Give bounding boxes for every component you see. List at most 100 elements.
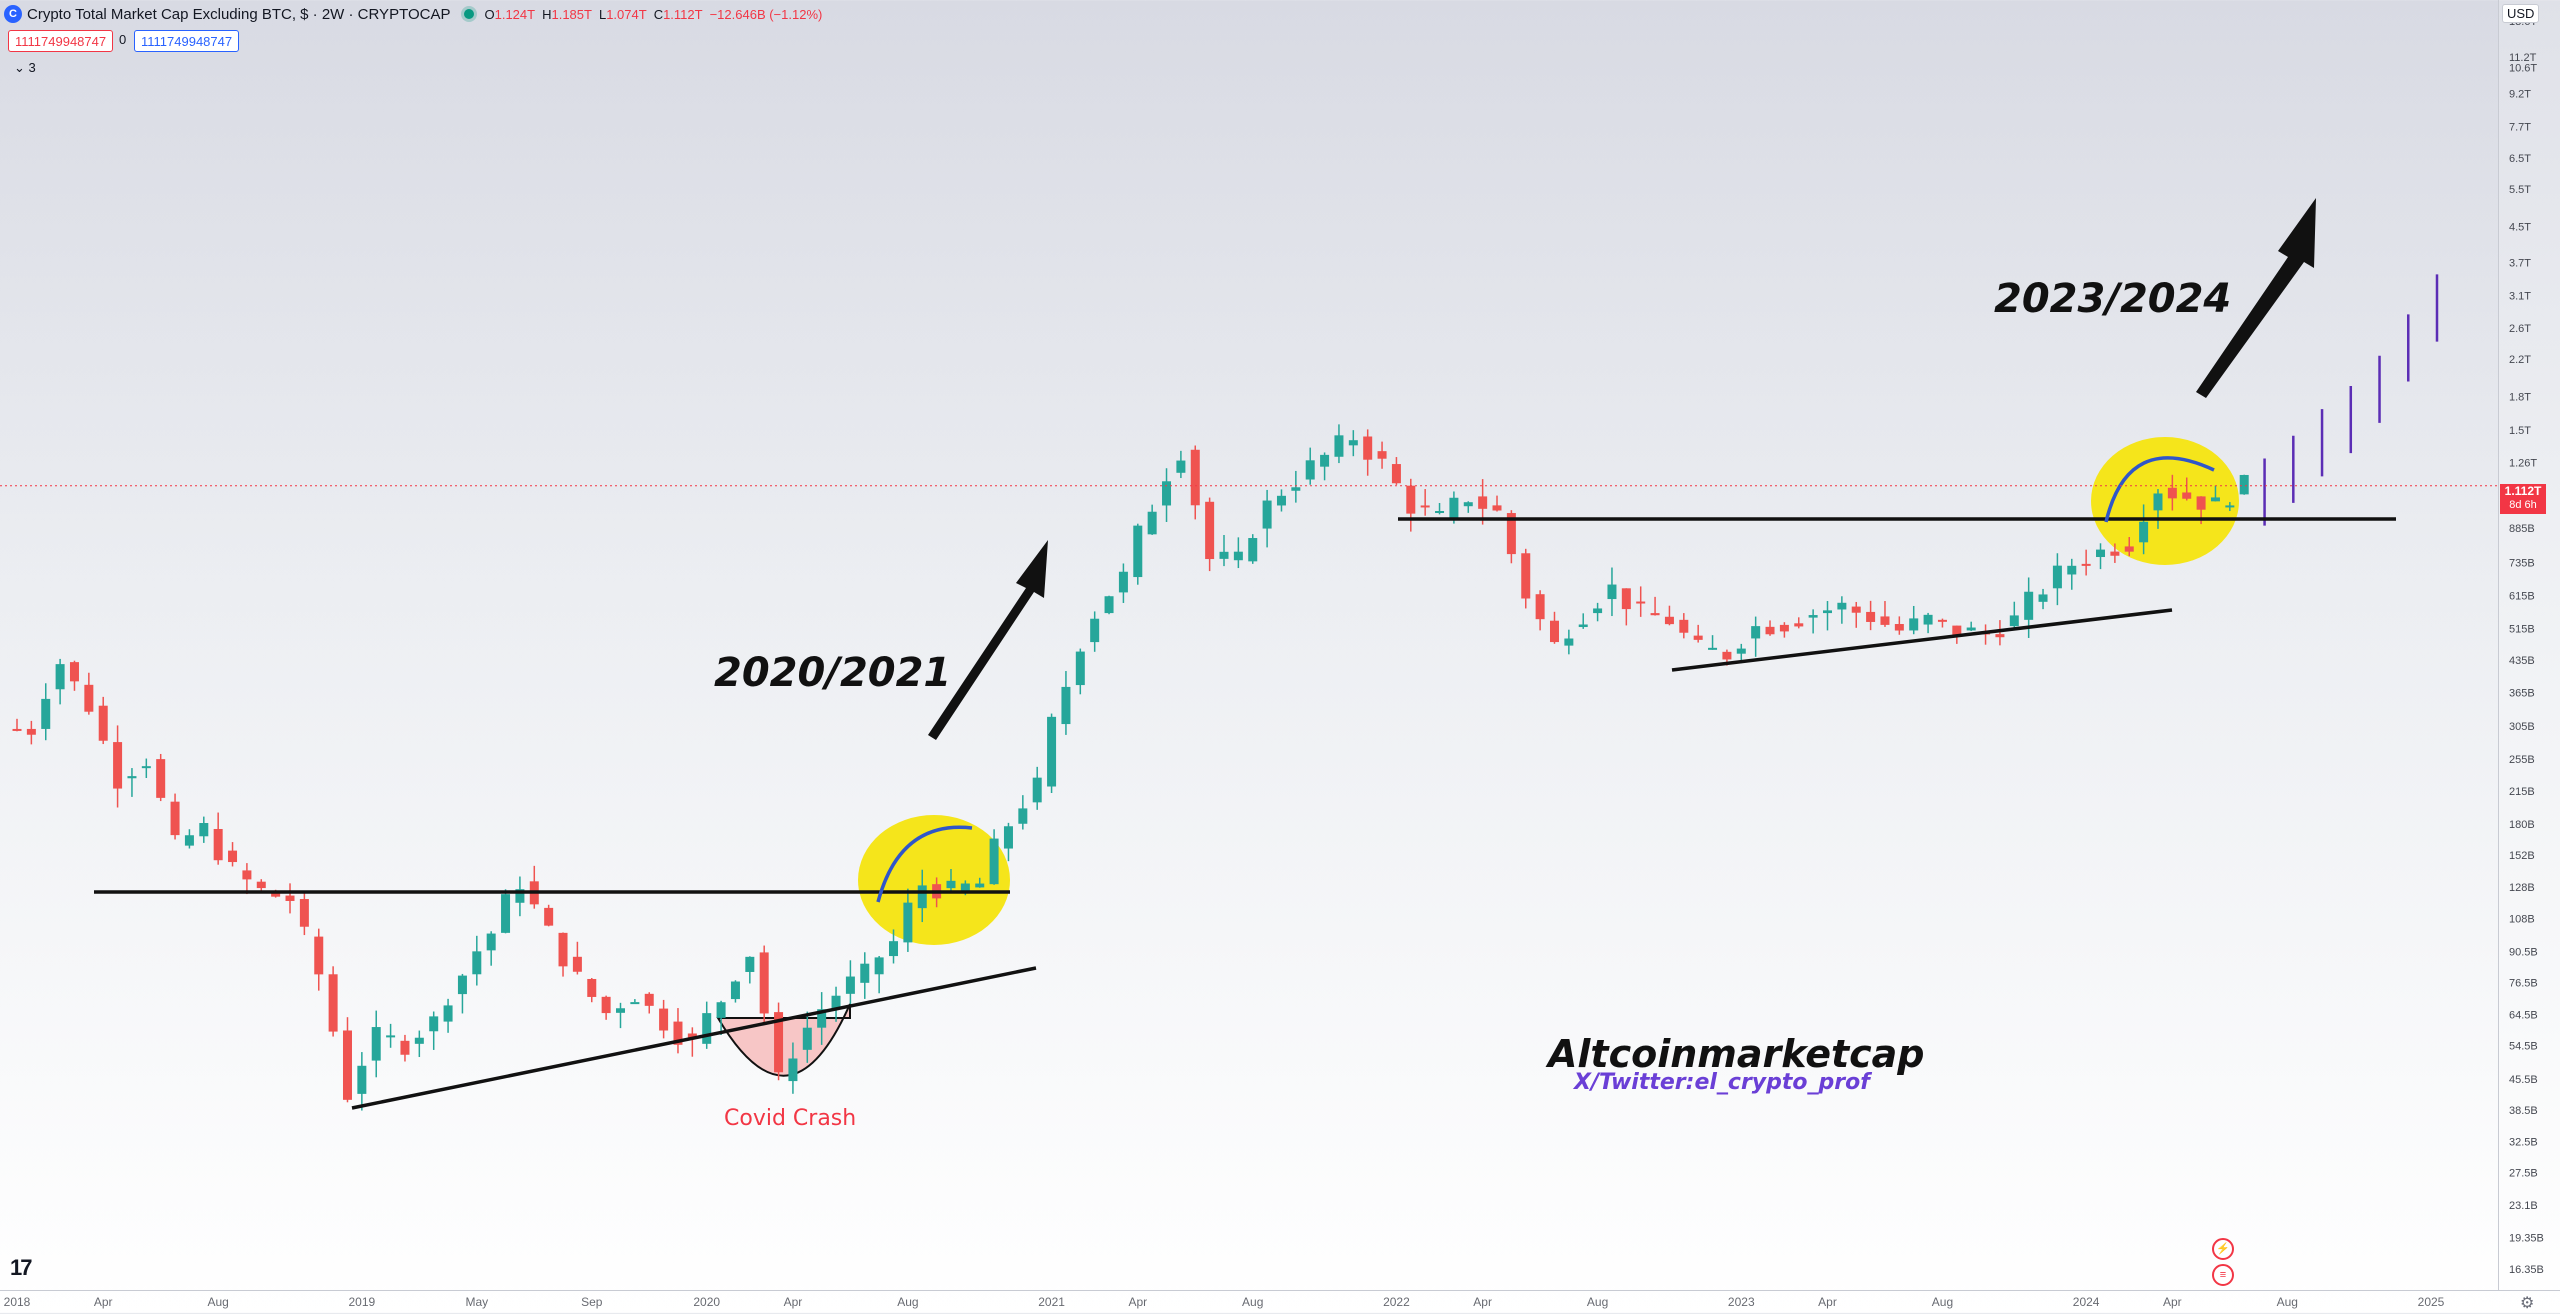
candle-body xyxy=(1664,616,1674,625)
candle-body xyxy=(975,883,985,888)
candle-body xyxy=(1262,500,1272,529)
symbol-title[interactable]: Crypto Total Market Cap Excluding BTC, $… xyxy=(27,5,451,23)
y-tick-label: 108B xyxy=(2509,914,2535,926)
candle-body xyxy=(903,902,913,943)
y-tick-label: 19.35B xyxy=(2509,1233,2544,1245)
tradingview-logo-icon[interactable]: 17 xyxy=(10,1255,33,1280)
y-tick-label: 1.5T xyxy=(2509,425,2531,437)
candle-body xyxy=(400,1040,410,1055)
candle-body xyxy=(1205,501,1215,560)
candle-body xyxy=(371,1027,381,1061)
candle-body xyxy=(98,705,108,741)
candle-body xyxy=(2081,563,2091,566)
candle-body xyxy=(960,883,970,892)
author-handle: X/Twitter:el_crypto_prof xyxy=(1574,1070,1870,1095)
candle-body xyxy=(2038,594,2048,602)
candle-body xyxy=(199,823,209,837)
candle-body xyxy=(2096,549,2106,558)
candle-body xyxy=(1779,624,1789,632)
y-tick-label: 885B xyxy=(2509,523,2535,535)
indicators-toggle[interactable]: ⌄ 3 xyxy=(14,60,36,75)
y-tick-label: 1.8T xyxy=(2509,391,2531,403)
ohlc-values: O1.124T H1.185T L1.074T C1.112T −12.646B (−1… xyxy=(484,7,829,22)
y-tick-label: 435B xyxy=(2509,655,2535,667)
candle-body xyxy=(1233,551,1243,561)
x-tick-label: Apr xyxy=(1818,1295,1837,1309)
candle-body xyxy=(1061,686,1071,725)
candle-body xyxy=(817,1009,827,1028)
x-tick-label: Aug xyxy=(897,1295,918,1309)
candle-body xyxy=(1765,626,1775,635)
y-tick-label: 2.2T xyxy=(2509,354,2531,366)
candle-body xyxy=(41,698,51,729)
x-tick-label: 2023 xyxy=(1728,1295,1755,1309)
highlight-2020 xyxy=(858,815,1010,945)
candle-body xyxy=(1018,808,1028,824)
x-tick-label: Aug xyxy=(1932,1295,1953,1309)
y-tick-label: 128B xyxy=(2509,882,2535,894)
y-tick-label: 45.5B xyxy=(2509,1074,2538,1086)
y-tick-label: 27.5B xyxy=(2509,1167,2538,1179)
y-tick-label: 2.6T xyxy=(2509,323,2531,335)
y-tick-label: 11.2T xyxy=(2509,52,2537,64)
sell-price-button[interactable]: 1111749948747 xyxy=(8,30,114,52)
price-axis[interactable] xyxy=(2498,0,2560,1290)
time-axis[interactable] xyxy=(0,1290,2560,1314)
candle-body xyxy=(1420,505,1430,508)
candle-body xyxy=(1334,435,1344,457)
candle-body xyxy=(917,885,927,909)
candle-body xyxy=(113,742,123,789)
x-tick-label: 2018 xyxy=(4,1295,31,1309)
y-tick-label: 90.5B xyxy=(2509,946,2538,958)
y-tick-label: 64.5B xyxy=(2509,1009,2538,1021)
candle-body xyxy=(1535,594,1545,620)
flag-us-icon[interactable]: ≡ xyxy=(2212,1264,2234,1286)
bar-countdown: 8d 6h xyxy=(2509,499,2537,511)
candle-body xyxy=(831,995,841,1009)
candle-body xyxy=(1391,464,1401,484)
x-tick-label: Aug xyxy=(2277,1295,2298,1309)
ohlc-value: 1.074T xyxy=(606,6,647,22)
candle-body xyxy=(457,975,467,995)
candle-body xyxy=(2067,565,2077,575)
highlight-2024 xyxy=(2091,437,2239,565)
candle-body xyxy=(414,1037,424,1044)
currency-selector[interactable]: USD xyxy=(2502,4,2540,23)
candle-body xyxy=(256,881,266,889)
candle-body xyxy=(2024,591,2034,620)
candle-body xyxy=(1133,525,1143,578)
candle-body xyxy=(601,996,611,1014)
candle-body xyxy=(127,776,137,779)
candle-body xyxy=(170,801,180,836)
candle-body xyxy=(1837,602,1847,610)
y-tick-label: 76.5B xyxy=(2509,978,2538,990)
y-tick-label: 32.5B xyxy=(2509,1136,2538,1148)
candle-body xyxy=(386,1035,396,1038)
candle-body xyxy=(1521,553,1531,599)
ohlc-value: −12.646B (−1.12%) xyxy=(709,6,823,22)
lightning-icon[interactable]: ⚡ xyxy=(2212,1238,2234,1260)
event-flags[interactable]: ⚡ ≡ xyxy=(2212,1238,2234,1290)
annotation-2023-2024[interactable]: 2023/2024 xyxy=(1994,276,2232,322)
candle-body xyxy=(860,963,870,983)
candle-body xyxy=(1305,460,1315,480)
candle-body xyxy=(1621,588,1631,610)
candle-body xyxy=(1937,619,1947,622)
gear-icon[interactable]: ⚙ xyxy=(2520,1295,2535,1312)
y-tick-label: 3.1T xyxy=(2509,290,2531,302)
candle-body xyxy=(630,1002,640,1005)
annotation-2020-2021[interactable]: 2020/2021 xyxy=(714,650,952,696)
support-trendline-2023 xyxy=(1671,608,2173,672)
annotation-covid-crash[interactable]: Covid Crash xyxy=(724,1106,857,1131)
buy-price-button[interactable]: 1111749948747 xyxy=(134,30,240,52)
candle-body xyxy=(342,1030,352,1100)
candle-body xyxy=(2153,493,2163,511)
ohlc-value: 1.185T xyxy=(551,6,592,22)
candle-body xyxy=(1708,647,1718,650)
cryptocap-logo-icon: C xyxy=(4,5,22,23)
y-tick-label: 365B xyxy=(2509,688,2535,700)
x-tick-label: Apr xyxy=(1128,1295,1147,1309)
indicators-count: 3 xyxy=(28,60,36,75)
